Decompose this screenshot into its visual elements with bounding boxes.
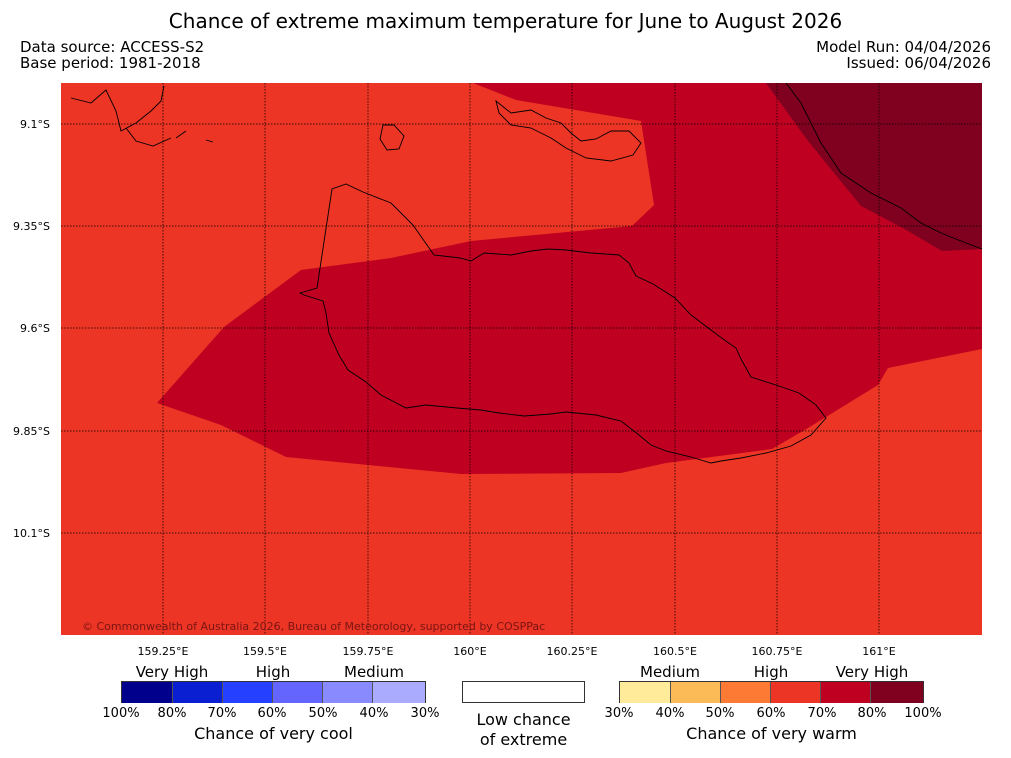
- lon-label-2: 159.5°E: [243, 645, 287, 658]
- model-run-text: Model Run: 04/04/2026: [816, 38, 991, 56]
- coastline-island-small: [379, 124, 405, 151]
- cool-category-high: High: [255, 663, 291, 681]
- lat-label-4: 9.85°S: [13, 425, 50, 438]
- lat-label-3: 9.6°S: [20, 322, 50, 335]
- warm-swatch-2: [671, 682, 721, 703]
- cool-swatch-6: [373, 682, 425, 703]
- cool-swatch-1: [122, 682, 173, 703]
- cool-swatch-4: [273, 682, 323, 703]
- issued-text: Issued: 06/04/2026: [846, 54, 991, 72]
- lat-label-5: 10.1°S: [13, 527, 50, 540]
- cool-pct-40: 40%: [359, 706, 389, 721]
- coastline-north-center: [495, 99, 642, 162]
- lon-label-4: 160°E: [453, 645, 487, 658]
- cool-legend-label: Chance of very cool: [194, 724, 353, 743]
- cool-pct-70: 70%: [207, 706, 237, 721]
- cool-pct-30: 30%: [410, 706, 440, 721]
- base-period-text: Base period: 1981-2018: [20, 54, 201, 72]
- region-very-high: [157, 83, 982, 474]
- cool-pct-100: 100%: [102, 706, 140, 721]
- neutral-label-line2: of extreme: [479, 730, 568, 749]
- neutral-label-line1: Low chance: [476, 710, 571, 729]
- lon-label-1: 159.25°E: [137, 645, 189, 658]
- warm-pct-60: 60%: [756, 706, 786, 721]
- cool-pct-50: 50%: [308, 706, 338, 721]
- lat-label-2: 9.35°S: [13, 220, 50, 233]
- map-canvas[interactable]: © Commonwealth of Australia 2026, Bureau…: [61, 83, 982, 635]
- meta-left: Data source: ACCESS-S2 Base period: 1981…: [20, 39, 204, 71]
- cool-swatch-3: [223, 682, 273, 703]
- lon-label-5: 160.25°E: [546, 645, 598, 658]
- cool-pct-60: 60%: [257, 706, 287, 721]
- lon-label-3: 159.75°E: [342, 645, 394, 658]
- coastline-northeast: [785, 83, 982, 250]
- coastline-island-main: [298, 183, 827, 464]
- lon-label-6: 160.5°E: [653, 645, 697, 658]
- warm-pct-40: 40%: [655, 706, 685, 721]
- data-source-text: Data source: ACCESS-S2: [20, 38, 205, 56]
- warm-pct-70: 70%: [807, 706, 837, 721]
- warm-category-medium: Medium: [640, 663, 700, 681]
- warm-pct-50: 50%: [705, 706, 735, 721]
- lon-label-7: 160.75°E: [751, 645, 803, 658]
- cool-category-medium: Medium: [344, 663, 404, 681]
- cool-swatch-2: [173, 682, 223, 703]
- warm-swatch-1: [620, 682, 671, 703]
- cool-colorbar: [121, 681, 426, 703]
- warm-pct-100: 100%: [904, 706, 942, 721]
- warm-swatch-5: [821, 682, 871, 703]
- warm-pct-80: 80%: [857, 706, 887, 721]
- map-title: Chance of extreme maximum temperature fo…: [168, 9, 843, 33]
- warm-legend-label: Chance of very warm: [686, 724, 857, 743]
- cool-swatch-5: [323, 682, 373, 703]
- lon-label-8: 161°E: [862, 645, 896, 658]
- warm-colorbar: [619, 681, 924, 703]
- warm-category-high: High: [753, 663, 789, 681]
- warm-swatch-6: [871, 682, 923, 703]
- warm-category-very-high: Very High: [835, 663, 909, 681]
- warm-swatch-3: [721, 682, 771, 703]
- cool-category-very-high: Very High: [135, 663, 209, 681]
- coastline-northwest: [70, 85, 214, 147]
- lat-label-1: 9.1°S: [20, 118, 50, 131]
- coastlines: [70, 83, 982, 464]
- meta-right: Model Run: 04/04/2026 Issued: 06/04/2026: [816, 39, 991, 71]
- warm-swatch-4: [771, 682, 821, 703]
- cool-pct-80: 80%: [157, 706, 187, 721]
- neutral-swatch: [462, 681, 585, 703]
- region-very-high-top: [766, 83, 982, 251]
- neutral-legend-label: Low chance of extreme: [452, 710, 595, 750]
- graticule: [61, 83, 982, 635]
- copyright-text: © Commonwealth of Australia 2026, Bureau…: [82, 620, 545, 633]
- warm-pct-30: 30%: [604, 706, 634, 721]
